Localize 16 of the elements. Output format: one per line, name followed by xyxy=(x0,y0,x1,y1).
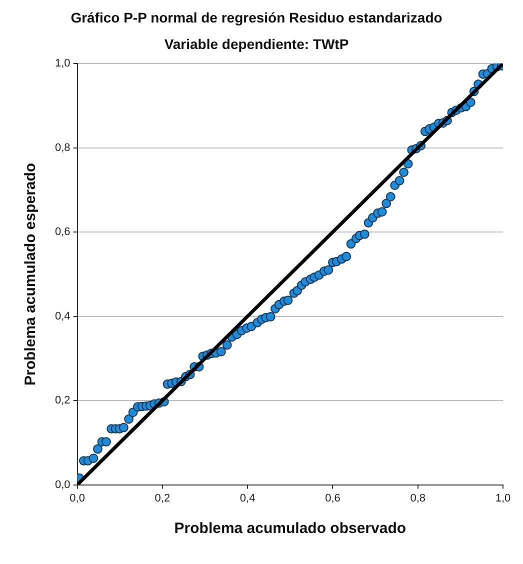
x-tick-label: 0,4 xyxy=(240,492,256,504)
chart-subtitle: Variable dependiente: TWtP xyxy=(164,36,349,52)
y-tick-label: 0,8 xyxy=(54,142,70,154)
y-tick-label: 0,6 xyxy=(54,226,70,238)
x-tick-label: 0,8 xyxy=(410,492,426,504)
y-tick-label: 0,2 xyxy=(54,394,70,407)
chart-title: Gráfico P-P normal de regresión Residuo estandarizado xyxy=(70,9,442,26)
x-tick-label: 0,6 xyxy=(325,492,340,504)
x-axis-title: Problema acumulado observado xyxy=(174,520,406,538)
x-tick-label: 0,2 xyxy=(154,492,170,504)
y-tick-label: 1,0 xyxy=(54,58,70,70)
x-tick-label: 0,0 xyxy=(70,492,85,504)
x-tick-label: 1,0 xyxy=(495,492,511,504)
y-tick-label: 0,0 xyxy=(54,478,70,491)
y-axis-title: Problema acumulado esperado xyxy=(22,162,40,386)
y-tick-label: 0,4 xyxy=(54,310,70,322)
